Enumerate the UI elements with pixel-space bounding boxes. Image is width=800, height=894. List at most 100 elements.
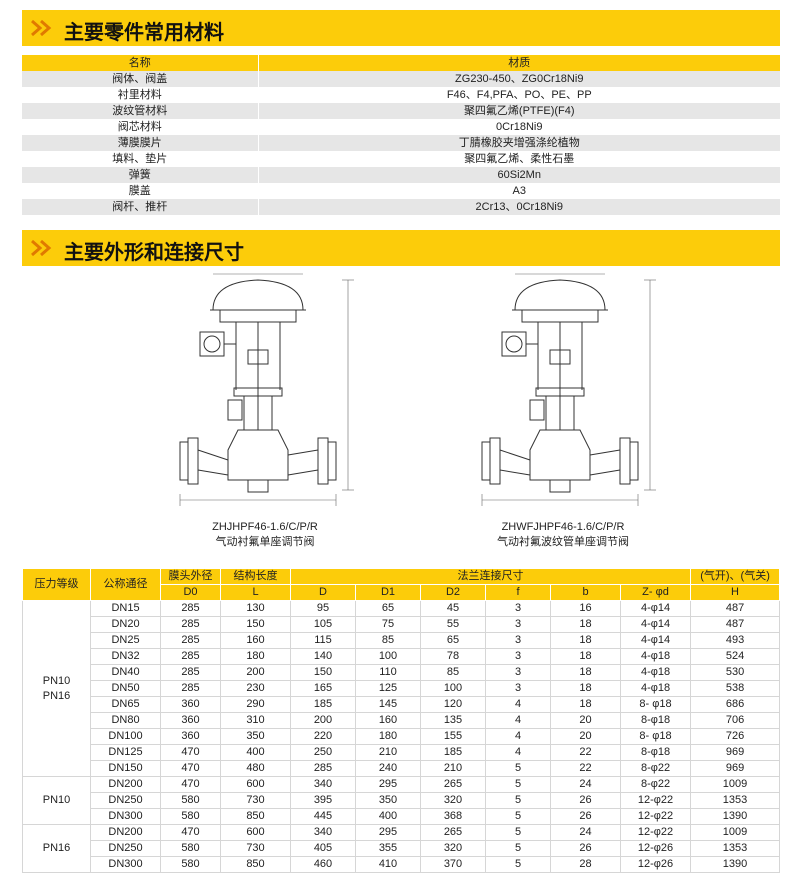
cell: 丁腈橡胶夹增强涤纶植物 (257, 135, 780, 151)
cell: 填料、垫片 (112, 153, 168, 165)
cell: F46、F4,PFA、PO、PE、PP (257, 87, 780, 103)
cell: (气开)、(气关) (690, 568, 780, 585)
dimensions-table: 压力等级 公称通径 膜头外径 结构长度 法兰连接尺寸 (气开)、(气关) D0 L D D1 D2 f… (22, 568, 780, 873)
model: ZHJHPF46-1.6/C/P/R (212, 521, 318, 533)
cell: PN10 PN16 (22, 600, 91, 777)
row: DN40 285 200 150 110 85 3 18 4-φ18 530 (23, 664, 780, 681)
cell: 185 (420, 744, 486, 761)
cell: 706 (690, 712, 780, 729)
cell: PN16 (22, 824, 91, 873)
row: DN65 360 290 185 145 120 4 18 8- φ18 686 (23, 696, 780, 713)
row: 阀杆、推杆 2Cr13、0Cr18Ni9 (22, 199, 780, 215)
cell: 470 (160, 776, 221, 793)
row: DN125 470 400 250 210 185 4 22 8-φ18 969 (23, 744, 780, 761)
valve-drawing (179, 273, 355, 507)
cell: 1009 (690, 824, 780, 841)
cell: 3 (485, 664, 551, 681)
cell: 340 (290, 824, 356, 841)
cell: 28 (550, 856, 621, 873)
cell: 20 (550, 728, 621, 745)
cell: 22 (550, 760, 621, 777)
cell: 265 (420, 776, 486, 793)
row: DN250 580 730 395 350 320 5 26 12-φ22 1353 (23, 792, 780, 809)
cell: DN32 (90, 648, 161, 665)
cell: 320 (420, 792, 486, 809)
cell: DN20 (90, 616, 161, 633)
cell: D0 (160, 584, 221, 601)
section-bar: 主要外形和连接尺寸 (22, 230, 780, 266)
cell: 470 (160, 744, 221, 761)
cell: 340 (290, 776, 356, 793)
cell: 600 (220, 824, 291, 841)
cell: 阀芯材料 (117, 121, 162, 133)
cell: 580 (160, 856, 221, 873)
cell: 阀杆、推杆 (22, 199, 258, 215)
cell: DN15 (90, 600, 161, 617)
row: PN16 DN200 470 600 340 295 265 5 24 12-φ22 1009 (22, 824, 780, 873)
cell: DN50 (90, 680, 161, 697)
cell: 460 (290, 856, 356, 873)
row: PN10 DN200 470 600 340 295 265 5 24 8-φ22 1009 (22, 776, 780, 825)
cell: 4-φ14 (619, 632, 692, 649)
cell: b (550, 584, 621, 601)
cell: 487 (690, 600, 780, 617)
row: DN150 470 480 285 240 210 5 22 8-φ22 969 (23, 760, 780, 777)
cell: 薄膜膜片 (22, 135, 258, 151)
cell: 膜盖 (128, 185, 151, 197)
cell: 730 (220, 792, 291, 809)
cell: 5 (485, 808, 551, 825)
cell: 285 (160, 632, 221, 649)
cell: 18 (550, 664, 621, 681)
row: 衬里材料 F46、F4,PFA、PO、PE、PP (22, 87, 780, 103)
cell: DN200 (90, 776, 161, 793)
row: 阀芯材料 0Cr18Ni9 (22, 119, 780, 135)
cell: 4-φ18 (619, 648, 692, 665)
cell: L (220, 584, 291, 601)
cell: 65 (355, 600, 421, 617)
cell: 1390 (690, 856, 780, 873)
cell: 400 (220, 744, 291, 761)
row: 阀体、阀盖 ZG230-450、ZG0Cr18Ni9 (22, 71, 780, 87)
cell: 370 (420, 856, 486, 873)
cell: 名称 (22, 55, 258, 71)
cell: 4-φ14 (619, 616, 692, 633)
cell: 衬里材料 (117, 89, 162, 101)
cell: 18 (550, 696, 621, 713)
cell: 聚四氟乙烯(PTFE)(F4) (257, 103, 780, 119)
cell: 350 (220, 728, 291, 745)
cell: 185 (290, 696, 356, 713)
cell: 12-φ22 (619, 792, 692, 809)
cell: 法兰连接尺寸 (289, 568, 692, 585)
cell: 686 (690, 696, 780, 713)
cell: 355 (355, 840, 421, 857)
cell: 8- φ18 (619, 696, 692, 713)
cell: 8-φ22 (619, 760, 692, 777)
cell: 阀体、阀盖 (22, 71, 258, 87)
cell: 285 (160, 648, 221, 665)
icon (31, 239, 52, 257)
cell: 125 (355, 680, 421, 697)
cell: f (485, 584, 551, 601)
cell: 410 (355, 856, 421, 873)
cell: 5 (485, 856, 551, 873)
cell: 18 (550, 648, 621, 665)
cell: 材质 (257, 55, 780, 71)
cell: 5 (485, 760, 551, 777)
cell: 65 (420, 632, 486, 649)
cell: 18 (550, 632, 621, 649)
cell: 130 (220, 600, 291, 617)
cell: 470 (160, 824, 221, 841)
row: DN300 580 850 460 410 370 5 28 12-φ26 1390 (23, 856, 780, 873)
cell: 4 (485, 728, 551, 745)
row: 填料、垫片 聚四氟乙烯、柔性石墨 (22, 151, 780, 167)
cell: 135 (420, 712, 486, 729)
cell: 75 (355, 616, 421, 633)
cell: 180 (355, 728, 421, 745)
cell: H (690, 584, 780, 601)
cell: 230 (220, 680, 291, 697)
cell: 4-φ14 (619, 600, 692, 617)
cell: 493 (690, 632, 780, 649)
cell: 110 (355, 664, 421, 681)
cell: 240 (355, 760, 421, 777)
cell: PN10 (22, 776, 91, 825)
